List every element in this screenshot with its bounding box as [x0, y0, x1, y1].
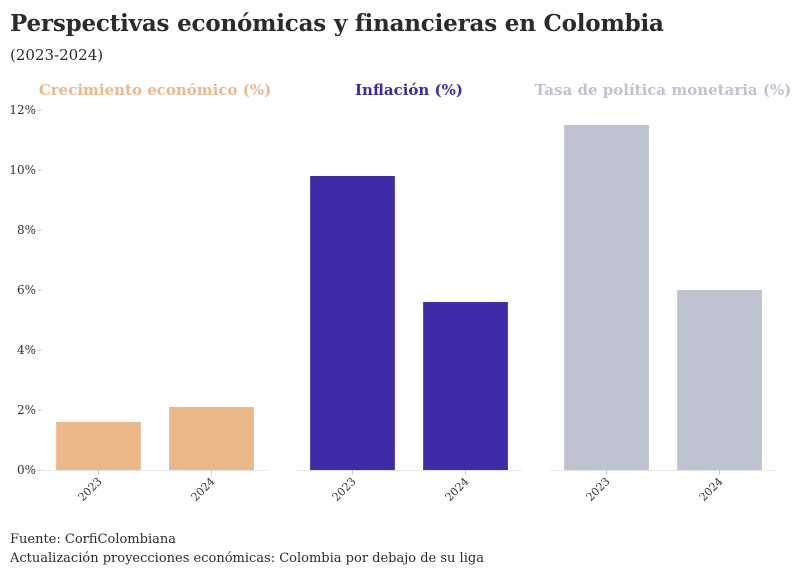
- y-tick-label: 0%: [17, 463, 36, 477]
- bar: [169, 407, 254, 470]
- caption-note: Actualización proyecciones económicas: C…: [10, 551, 484, 566]
- bar: [56, 422, 141, 470]
- bar: [677, 290, 762, 470]
- y-tick-label: 4%: [17, 343, 36, 357]
- panel-title: Inflación (%): [355, 81, 463, 99]
- footer: Fuente: CorfiColombiana Actualización pr…: [10, 530, 484, 568]
- chart-panels: Crecimiento económico (%)2023 2024Inflaci…: [39, 81, 792, 504]
- chart-panel: Tasa de política monetaria (%) 2023 2024: [535, 81, 792, 504]
- panel-title: Crecimiento económico (%): [39, 81, 271, 99]
- x-tick-label: 2024: [443, 475, 472, 504]
- y-tick-label: 10%: [9, 163, 36, 177]
- y-tick-label: 12%: [9, 103, 36, 117]
- chart-subtitle: (2023-2024): [10, 46, 104, 64]
- panel-title: Tasa de política monetaria (%): [535, 81, 792, 99]
- chart-title: Perspectivas económicas y financieras en…: [10, 10, 664, 37]
- x-tick-label: 2023: [76, 475, 105, 504]
- x-tick-label: 2024: [697, 475, 726, 504]
- y-tick-label: 2%: [17, 403, 36, 417]
- chart-panel: Inflación (%) 2023 2024: [296, 81, 522, 504]
- bar: [564, 125, 649, 470]
- chart-panel: Crecimiento económico (%) 2023 2024: [39, 81, 271, 504]
- bar: [423, 302, 508, 470]
- x-tick-label: 2023: [584, 475, 613, 504]
- x-tick-label: 2024: [189, 475, 218, 504]
- x-tick-label: 2023: [330, 475, 359, 504]
- y-tick-label: 6%: [17, 283, 36, 297]
- source-note: Fuente: CorfiColombiana: [10, 532, 176, 547]
- bar: [310, 176, 395, 470]
- y-tick-label: 8%: [17, 223, 36, 237]
- y-axis: 0% 2% 4% 6% 8% 10% 12%: [9, 103, 42, 477]
